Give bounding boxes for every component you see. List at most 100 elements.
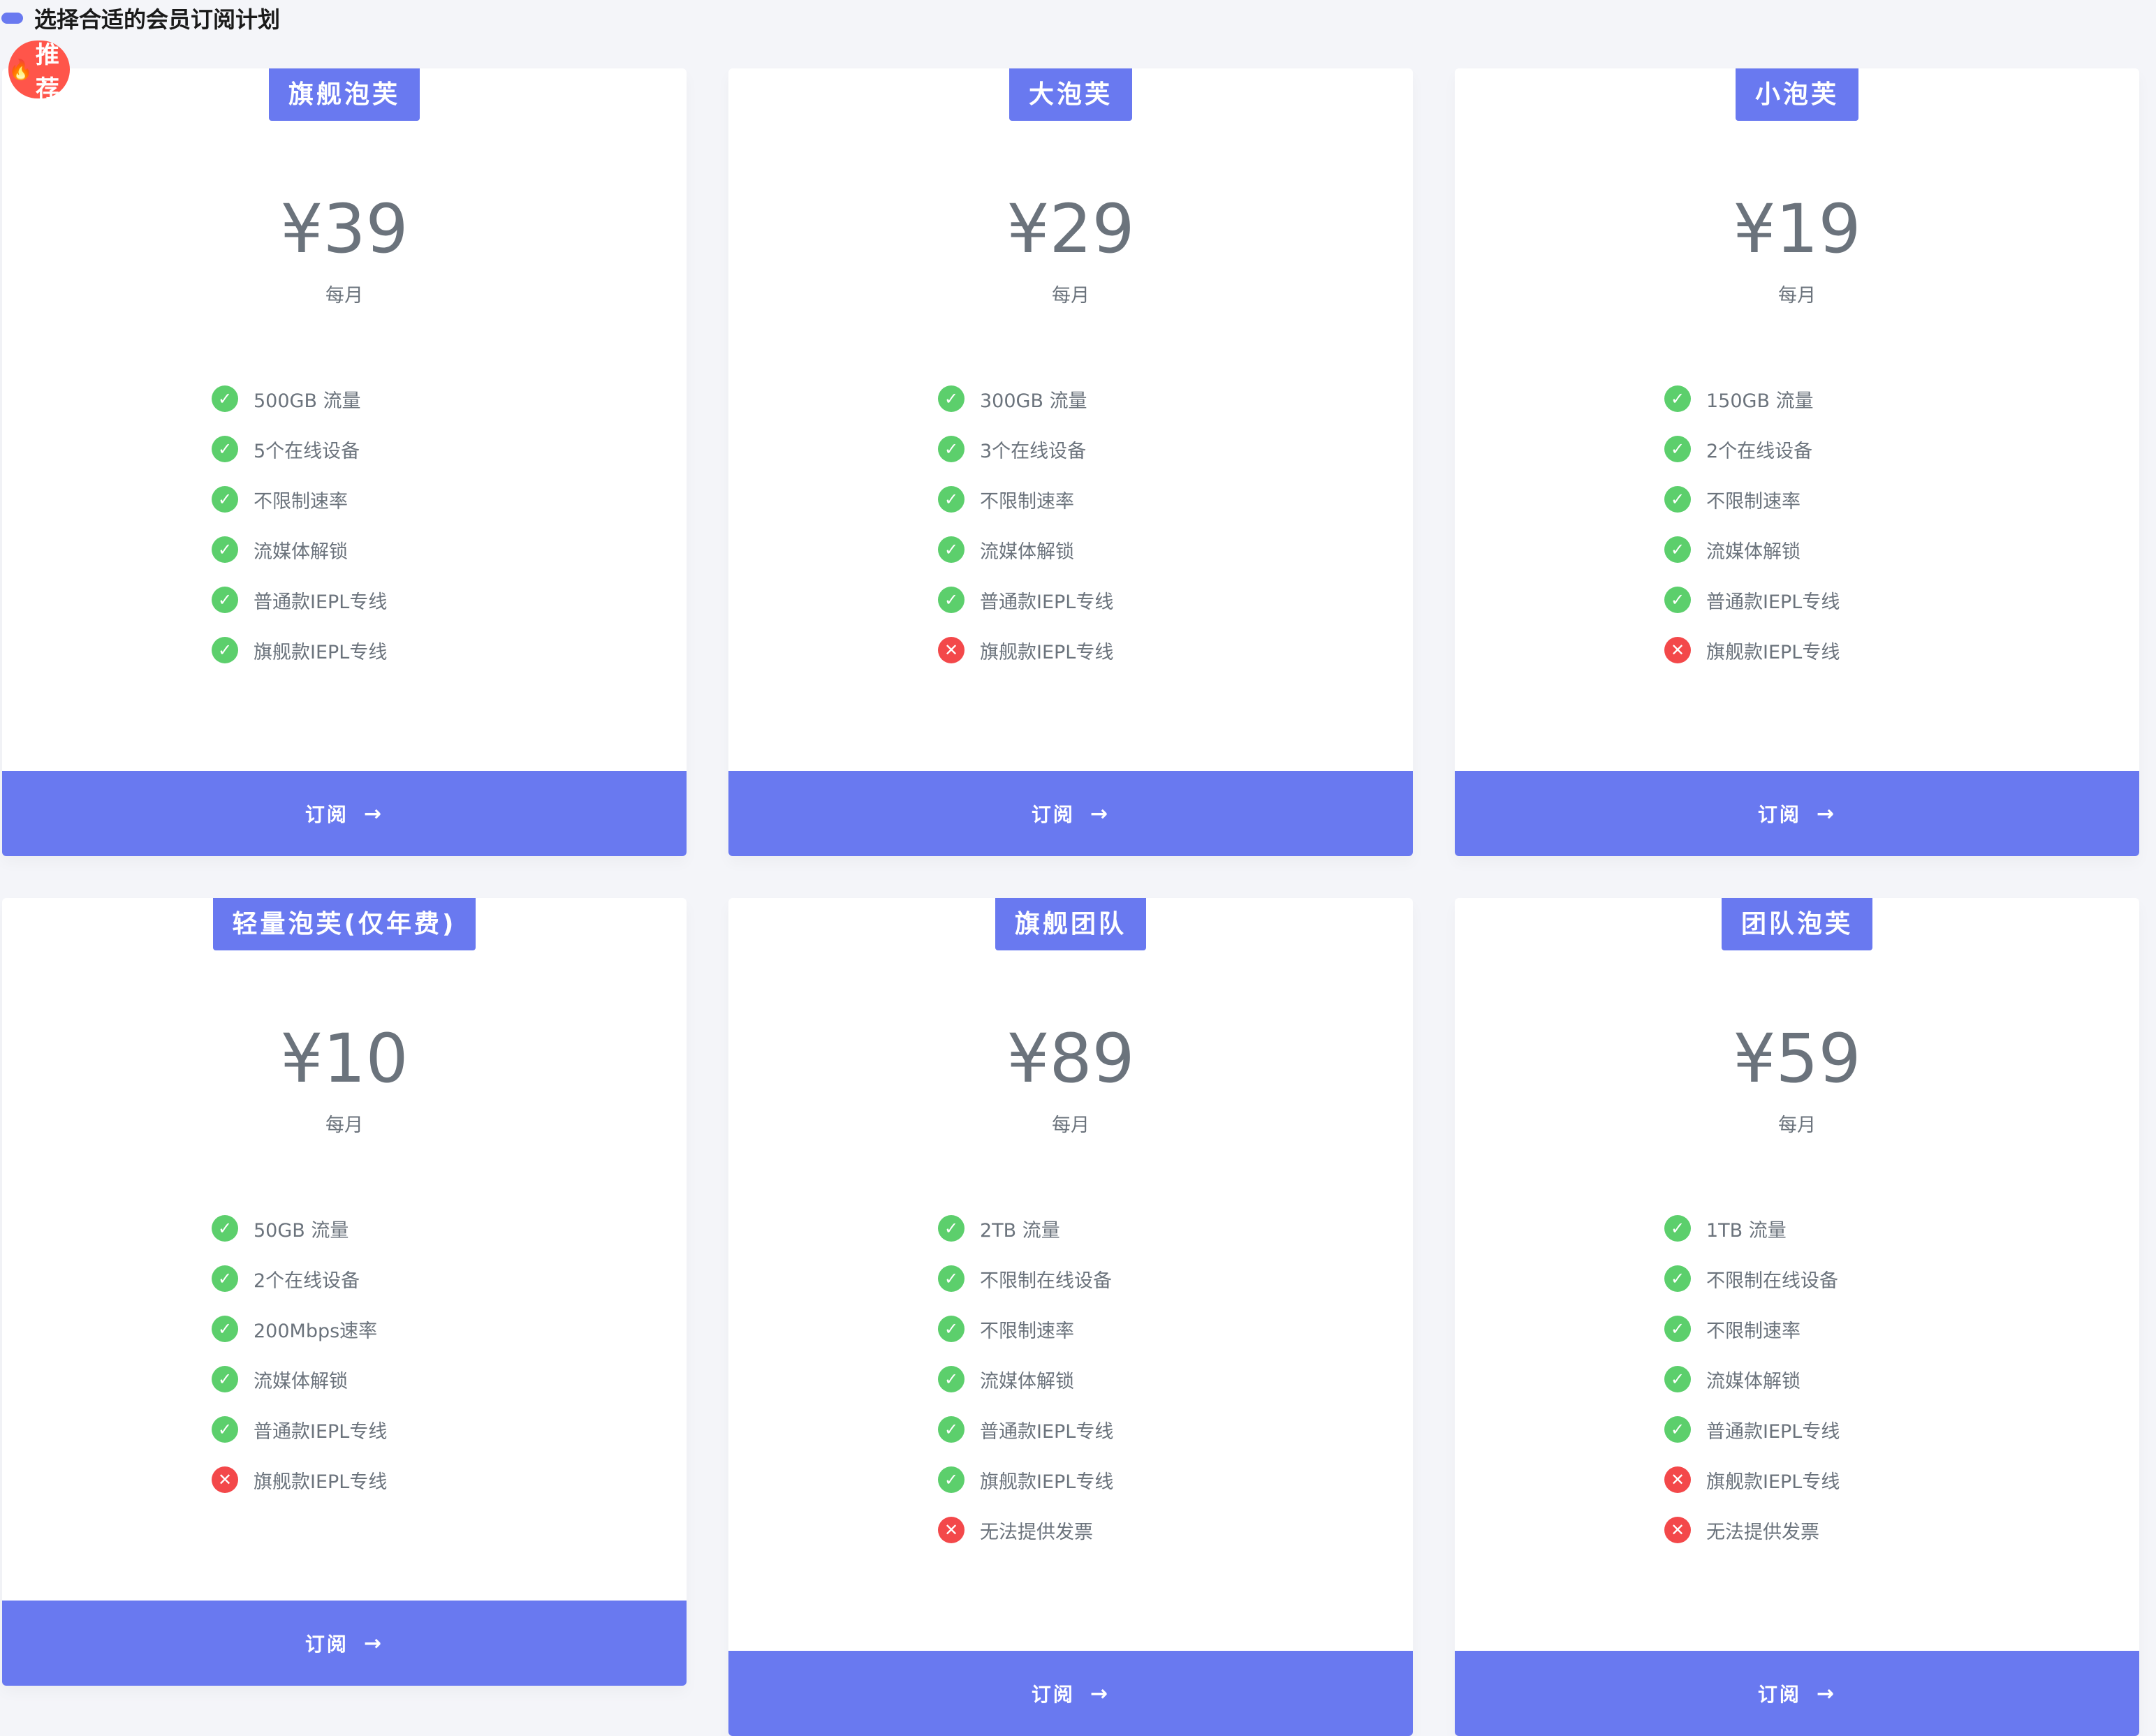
recommended-badge-label: 推荐 xyxy=(35,41,59,103)
subscribe-button[interactable]: 订阅 → xyxy=(728,1651,1413,1736)
feature-text: 不限制速率 xyxy=(254,490,348,513)
feature-text: 500GB 流量 xyxy=(254,390,361,412)
feature-item: ✓ 200Mbps速率 xyxy=(212,1304,477,1354)
feature-item: ✓ 普通款IEPL专线 xyxy=(938,1404,1203,1455)
feature-item: ✓ 流媒体解锁 xyxy=(938,1354,1203,1404)
plan-period: 每月 xyxy=(1052,1115,1090,1136)
feature-text: 旗舰款IEPL专线 xyxy=(1706,641,1840,663)
plan-period: 每月 xyxy=(325,1115,363,1136)
page-header: 选择合适的会员订阅计划 xyxy=(1,6,280,33)
feature-text: 流媒体解锁 xyxy=(1706,540,1801,563)
feature-text: 5个在线设备 xyxy=(254,440,360,462)
subscribe-button[interactable]: 订阅 → xyxy=(2,771,687,856)
feature-item: ✓ 不限制速率 xyxy=(938,474,1203,524)
feature-item: ✓ 旗舰款IEPL专线 xyxy=(212,625,477,675)
arrow-right-icon: → xyxy=(1816,801,1837,826)
check-circle-icon: ✓ xyxy=(1664,536,1691,563)
plan-period: 每月 xyxy=(1778,1115,1816,1136)
feature-item: ✓ 流媒体解锁 xyxy=(938,524,1203,575)
feature-text: 旗舰款IEPL专线 xyxy=(980,1471,1114,1493)
check-circle-icon: ✓ xyxy=(938,536,965,563)
plan-card: 旗舰泡芙 ¥39 每月 ✓ 500GB 流量 ✓ 5个在线设备 ✓ 不限制速率 ✓ 流媒体解锁… xyxy=(2,68,687,856)
feature-item: ✕ 旗舰款IEPL专线 xyxy=(1664,625,1930,675)
feature-text: 旗舰款IEPL专线 xyxy=(254,1471,388,1493)
check-circle-icon: ✓ xyxy=(1664,1265,1691,1292)
arrow-right-icon: → xyxy=(363,1631,384,1656)
subscribe-button-label: 订阅 xyxy=(1757,1683,1801,1706)
feature-text: 1TB 流量 xyxy=(1706,1219,1787,1242)
feature-item: ✓ 不限制速率 xyxy=(1664,1304,1930,1354)
feature-text: 流媒体解锁 xyxy=(980,540,1074,563)
feature-text: 50GB 流量 xyxy=(254,1219,349,1242)
feature-item: ✓ 1TB 流量 xyxy=(1664,1203,1930,1253)
check-circle-icon: ✓ xyxy=(938,436,965,462)
feature-text: 不限制速率 xyxy=(980,490,1074,513)
feature-text: 无法提供发票 xyxy=(980,1521,1093,1543)
feature-text: 200Mbps速率 xyxy=(254,1320,378,1342)
feature-item: ✓ 普通款IEPL专线 xyxy=(1664,575,1930,625)
check-circle-icon: ✓ xyxy=(212,1416,238,1443)
plan-price: ¥19 xyxy=(1733,190,1861,268)
feature-text: 旗舰款IEPL专线 xyxy=(254,641,388,663)
plan-price: ¥10 xyxy=(280,1020,409,1098)
check-circle-icon: ✓ xyxy=(212,1316,238,1342)
plan-card: 团队泡芙 ¥59 每月 ✓ 1TB 流量 ✓ 不限制在线设备 ✓ 不限制速率 ✓ 流媒体解锁 ✓… xyxy=(1455,898,2139,1736)
subscribe-button-label: 订阅 xyxy=(305,1633,349,1656)
check-circle-icon: ✓ xyxy=(938,587,965,613)
arrow-right-icon: → xyxy=(363,801,384,826)
feature-item: ✓ 5个在线设备 xyxy=(212,424,477,474)
feature-item: ✓ 流媒体解锁 xyxy=(1664,1354,1930,1404)
feature-item: ✕ 无法提供发票 xyxy=(938,1505,1203,1555)
feature-item: ✓ 不限制速率 xyxy=(1664,474,1930,524)
check-circle-icon: ✓ xyxy=(212,1215,238,1242)
plan-name-tag: 大泡芙 xyxy=(1009,68,1132,121)
feature-text: 旗舰款IEPL专线 xyxy=(1706,1471,1840,1493)
feature-text: 不限制速率 xyxy=(1706,1320,1801,1342)
check-circle-icon: ✓ xyxy=(1664,1316,1691,1342)
check-circle-icon: ✓ xyxy=(212,385,238,412)
feature-item: ✓ 3个在线设备 xyxy=(938,424,1203,474)
feature-text: 流媒体解锁 xyxy=(980,1370,1074,1392)
plan-grid: 旗舰泡芙 ¥39 每月 ✓ 500GB 流量 ✓ 5个在线设备 ✓ 不限制速率 ✓ 流媒体解锁… xyxy=(2,68,2139,1736)
check-circle-icon: ✓ xyxy=(212,436,238,462)
feature-item: ✓ 150GB 流量 xyxy=(1664,374,1930,424)
check-circle-icon: ✓ xyxy=(1664,486,1691,513)
check-circle-icon: ✓ xyxy=(938,1366,965,1392)
feature-item: ✓ 不限制在线设备 xyxy=(1664,1253,1930,1304)
check-circle-icon: ✓ xyxy=(938,385,965,412)
feature-text: 不限制在线设备 xyxy=(1706,1270,1838,1292)
subscribe-button[interactable]: 订阅 → xyxy=(2,1601,687,1686)
cross-circle-icon: ✕ xyxy=(1664,1517,1691,1543)
feature-list: ✓ 150GB 流量 ✓ 2个在线设备 ✓ 不限制速率 ✓ 流媒体解锁 ✓ 普通款IEPL专线 ✕ 旗… xyxy=(1664,374,1930,675)
feature-text: 旗舰款IEPL专线 xyxy=(980,641,1114,663)
subscribe-button[interactable]: 订阅 → xyxy=(1455,1651,2139,1736)
feature-item: ✓ 2个在线设备 xyxy=(212,1253,477,1304)
feature-item: ✓ 不限制速率 xyxy=(938,1304,1203,1354)
feature-item: ✓ 2个在线设备 xyxy=(1664,424,1930,474)
feature-text: 不限制在线设备 xyxy=(980,1270,1112,1292)
feature-text: 不限制速率 xyxy=(980,1320,1074,1342)
subscribe-button[interactable]: 订阅 → xyxy=(1455,771,2139,856)
plan-card: 轻量泡芙(仅年费) ¥10 每月 ✓ 50GB 流量 ✓ 2个在线设备 ✓ 200Mbps… xyxy=(2,898,687,1686)
subscribe-button[interactable]: 订阅 → xyxy=(728,771,1413,856)
feature-list: ✓ 500GB 流量 ✓ 5个在线设备 ✓ 不限制速率 ✓ 流媒体解锁 ✓ 普通款IEPL专线 ✓ 旗… xyxy=(212,374,477,675)
feature-list: ✓ 1TB 流量 ✓ 不限制在线设备 ✓ 不限制速率 ✓ 流媒体解锁 ✓ 普通款IEPL专线 ✕ 旗舰… xyxy=(1664,1203,1930,1555)
arrow-right-icon: → xyxy=(1816,1681,1837,1706)
feature-text: 流媒体解锁 xyxy=(1706,1370,1801,1392)
plan-period: 每月 xyxy=(1052,285,1090,307)
feature-item: ✓ 50GB 流量 xyxy=(212,1203,477,1253)
plan-name-tag: 轻量泡芙(仅年费) xyxy=(212,898,476,950)
feature-list: ✓ 50GB 流量 ✓ 2个在线设备 ✓ 200Mbps速率 ✓ 流媒体解锁 ✓ 普通款IEPL专… xyxy=(212,1203,477,1505)
fire-icon: 🔥 xyxy=(8,58,33,81)
check-circle-icon: ✓ xyxy=(938,486,965,513)
feature-item: ✕ 无法提供发票 xyxy=(1664,1505,1930,1555)
plan-price: ¥89 xyxy=(1006,1020,1135,1098)
feature-list: ✓ 300GB 流量 ✓ 3个在线设备 ✓ 不限制速率 ✓ 流媒体解锁 ✓ 普通款IEPL专线 ✕ 旗… xyxy=(938,374,1203,675)
feature-text: 2个在线设备 xyxy=(1706,440,1813,462)
plan-name-tag: 小泡芙 xyxy=(1735,68,1858,121)
subscribe-button-label: 订阅 xyxy=(1031,1683,1075,1706)
feature-item: ✓ 普通款IEPL专线 xyxy=(212,1404,477,1455)
check-circle-icon: ✓ xyxy=(212,637,238,663)
check-circle-icon: ✓ xyxy=(1664,1215,1691,1242)
plan-name-tag: 旗舰泡芙 xyxy=(268,68,420,121)
